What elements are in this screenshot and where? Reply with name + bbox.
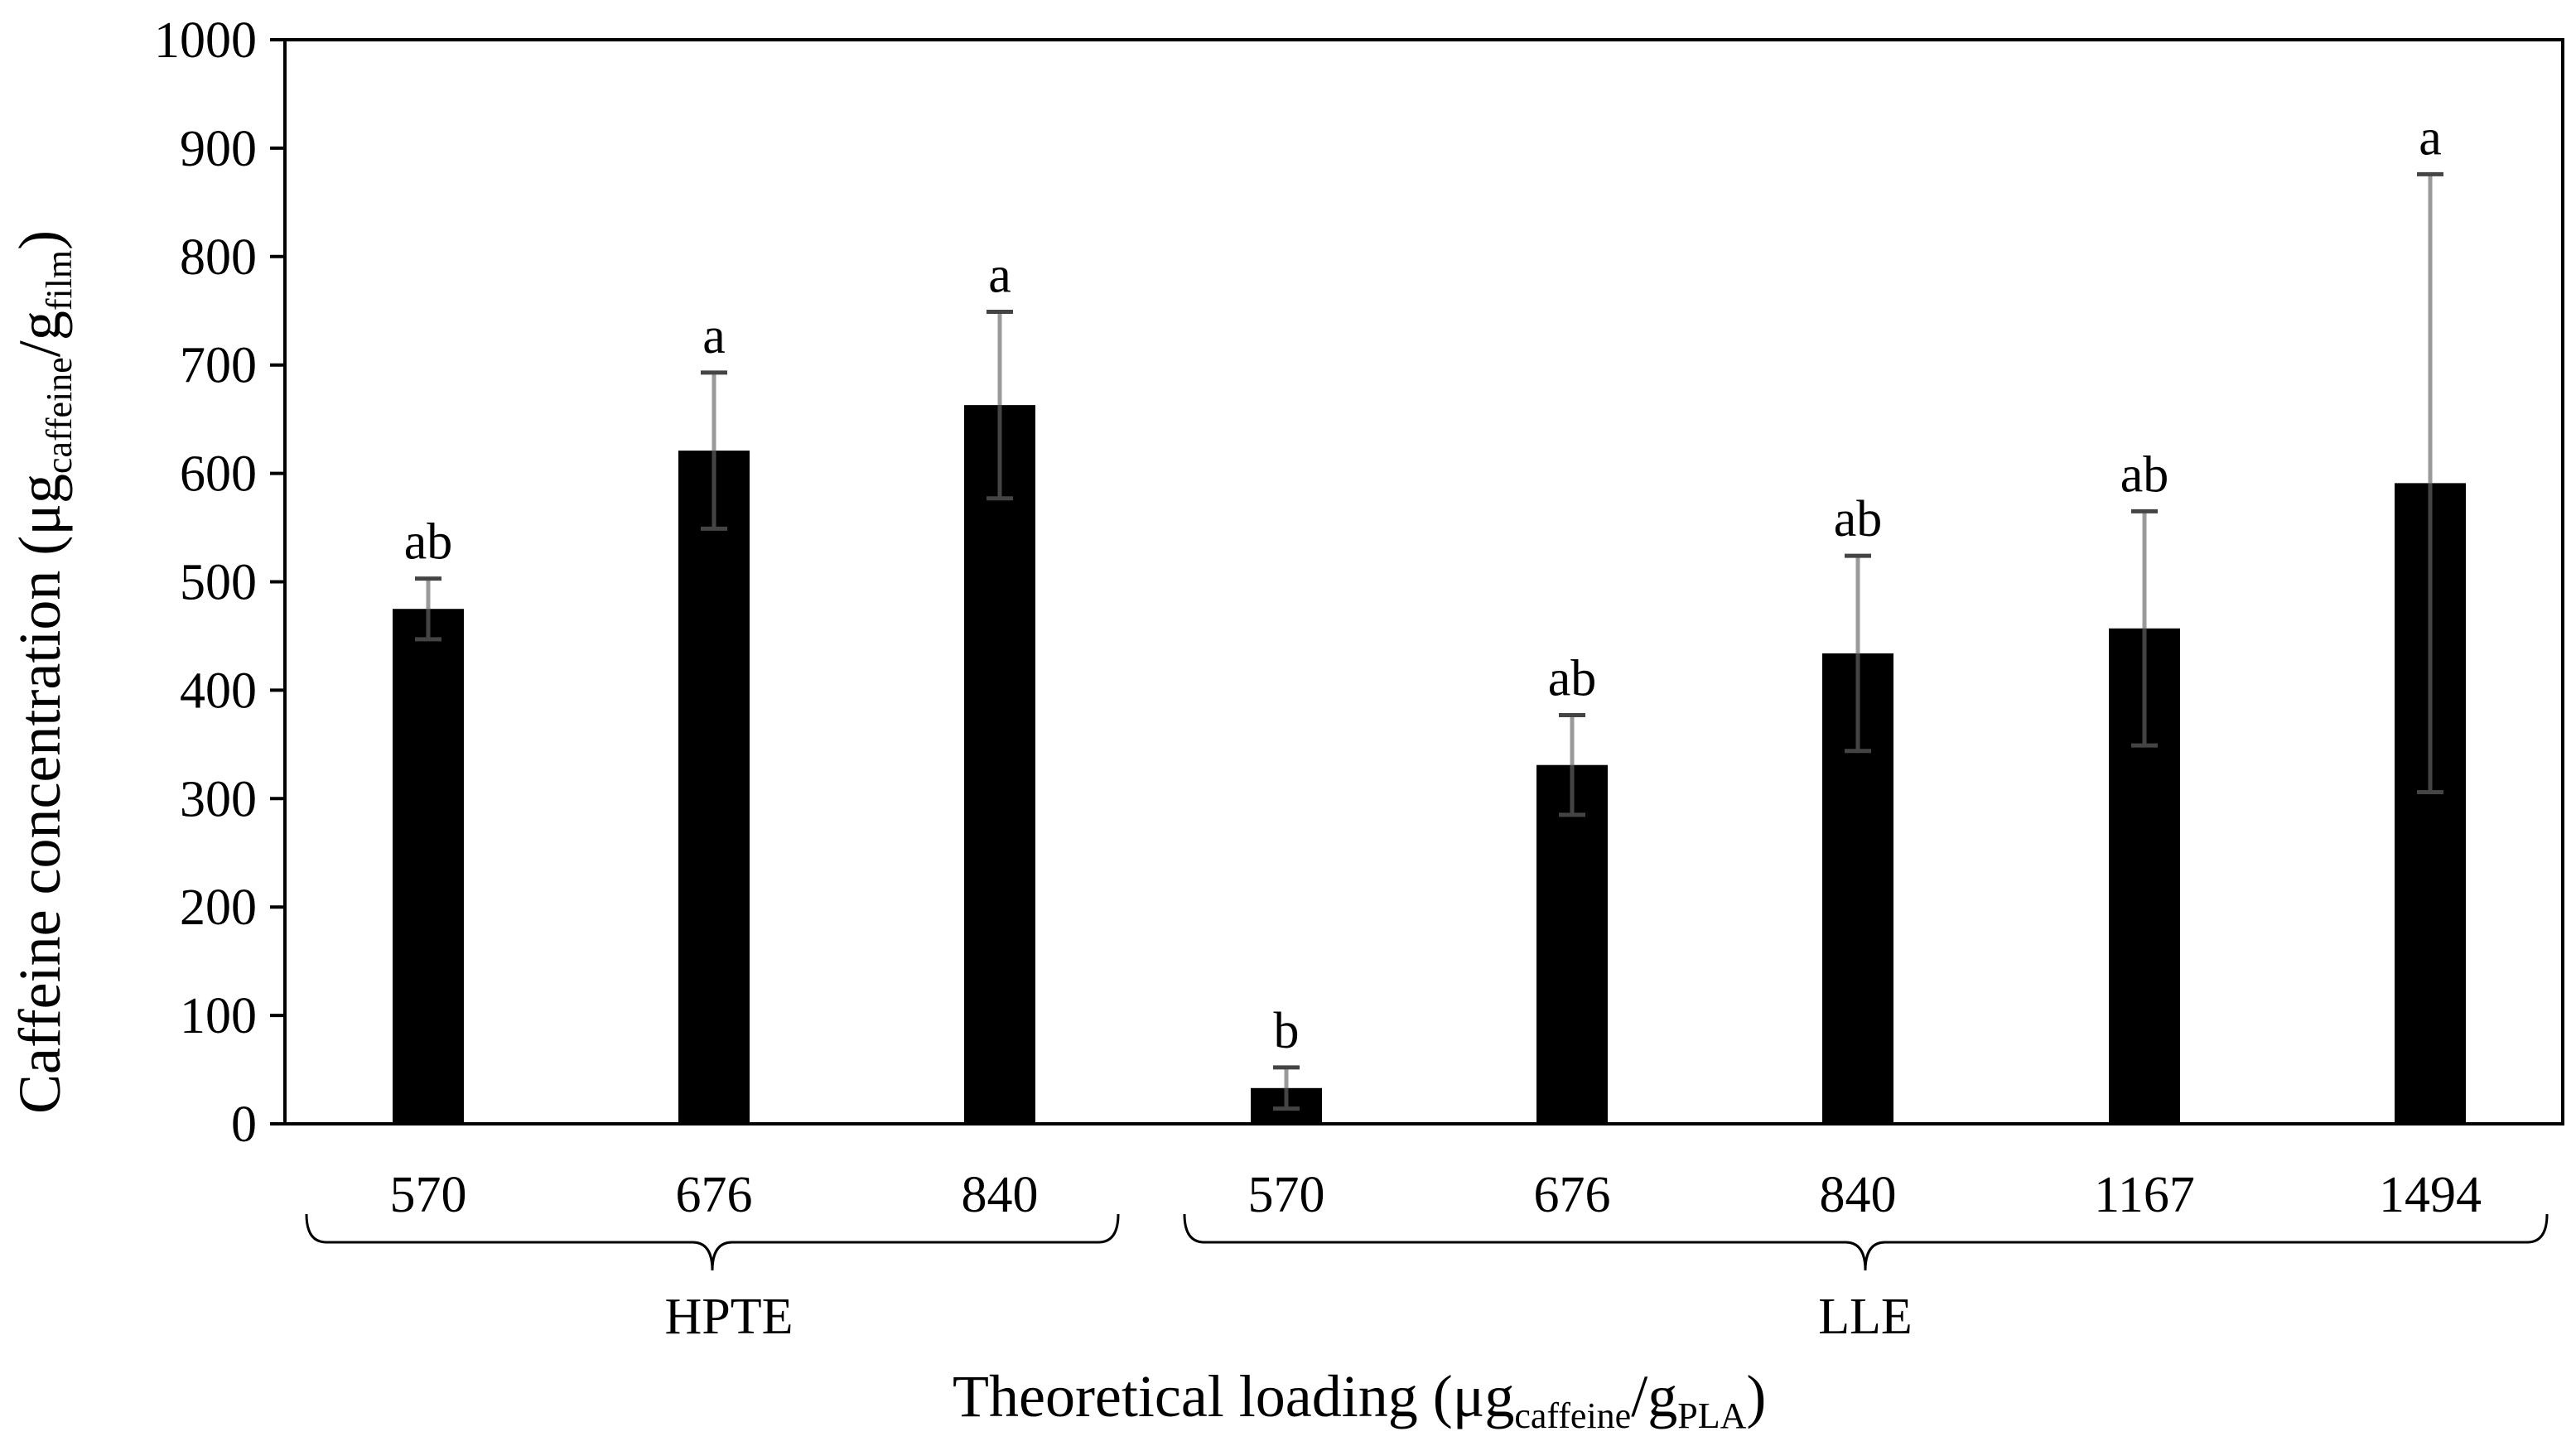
x-tick-label: 570 — [390, 1167, 467, 1223]
significance-label: ab — [404, 514, 453, 571]
y-tick-label: 800 — [180, 229, 257, 286]
x-axis-title-sub1: caffeine — [1514, 1395, 1631, 1436]
x-axis-ticks: 570 676 840 570 676 840 1167 1494 — [390, 1167, 2482, 1223]
plot-area — [283, 38, 2564, 1125]
x-tick-label: 1494 — [2379, 1167, 2482, 1223]
x-axis-title-mid: /g — [1631, 1363, 1677, 1429]
y-axis-title-main: Caffeine concentration (μg — [7, 474, 73, 1114]
x-tick-label: 1167 — [2094, 1167, 2195, 1223]
bar — [964, 405, 1035, 1124]
y-axis-title-sub2: film — [39, 250, 80, 311]
error-bar — [415, 576, 441, 642]
bar — [393, 609, 464, 1124]
significance-label: ab — [1548, 651, 1597, 707]
y-tick-label: 1000 — [154, 12, 257, 69]
x-tick-label: 840 — [962, 1167, 1039, 1223]
y-tick-label: 0 — [231, 1097, 257, 1153]
x-tick-label: 676 — [1534, 1167, 1611, 1223]
y-axis-title-end: ) — [7, 230, 73, 250]
x-axis-title-end: ) — [1746, 1363, 1766, 1429]
group-label: HPTE — [665, 1289, 794, 1345]
error-bar — [2131, 509, 2158, 748]
error-bar — [2417, 171, 2443, 794]
significance-label: ab — [1834, 491, 1883, 547]
y-tick-label: 400 — [180, 663, 257, 719]
y-tick-label: 200 — [180, 880, 257, 936]
significance-label: b — [1274, 1003, 1300, 1059]
error-bar — [987, 310, 1013, 501]
y-tick-label: 600 — [180, 446, 257, 503]
group-brackets: HPTE LLE — [305, 1213, 2549, 1345]
y-tick-label: 900 — [180, 121, 257, 177]
y-tick-label: 500 — [180, 555, 257, 611]
x-tick-label: 570 — [1248, 1167, 1325, 1223]
error-bar — [1273, 1065, 1300, 1111]
bar — [1536, 764, 1608, 1124]
error-bars — [415, 171, 2443, 1111]
significance-label: a — [2419, 109, 2442, 166]
x-axis-title-main: Theoretical loading (μg — [953, 1363, 1514, 1429]
x-tick-label: 840 — [1820, 1167, 1897, 1223]
y-tick-label: 700 — [180, 338, 257, 394]
error-bar — [1559, 713, 1585, 817]
error-bar — [1845, 553, 1871, 754]
x-tick-label: 676 — [676, 1167, 753, 1223]
bar — [678, 451, 750, 1124]
group-bracket — [1183, 1213, 2549, 1271]
error-bar — [701, 370, 727, 531]
group-bracket — [305, 1213, 1120, 1271]
y-tick-label: 300 — [180, 771, 257, 827]
significance-label: a — [988, 248, 1011, 304]
y-axis-title-mid: /g — [7, 311, 73, 357]
y-axis-ticks: 0 100 200 300 400 500 600 700 800 900 1000 — [154, 12, 285, 1153]
group-label: LLE — [1818, 1289, 1913, 1345]
y-axis-title: Caffeine concentration (μgcaffeine/gfilm… — [7, 230, 80, 1114]
x-axis-title: Theoretical loading (μgcaffeine/gPLA) — [953, 1363, 1766, 1436]
significance-label: ab — [2120, 446, 2169, 503]
bars — [393, 405, 2466, 1124]
significance-label: a — [702, 308, 726, 364]
x-axis-title-sub2: PLA — [1677, 1395, 1746, 1436]
y-tick-label: 100 — [180, 988, 257, 1044]
y-axis-title-sub1: caffeine — [39, 357, 80, 474]
